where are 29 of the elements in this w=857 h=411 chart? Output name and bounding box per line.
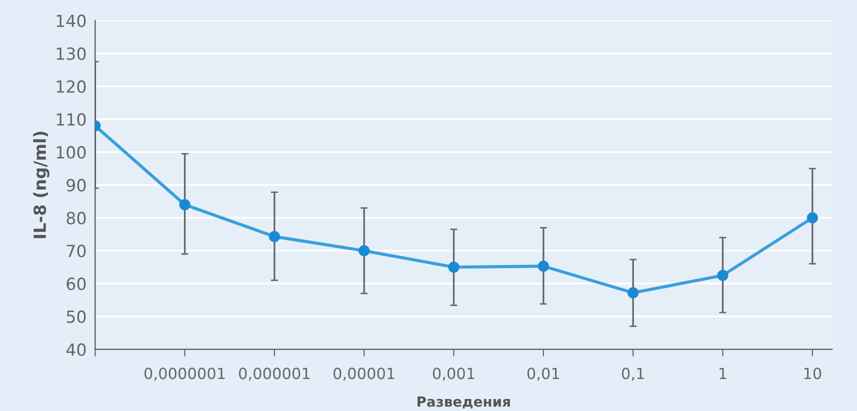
y-tick-label: 140 — [56, 14, 86, 28]
point — [179, 199, 190, 210]
x-tick-label: 0,0000001 — [144, 368, 225, 381]
y-tick-label: 60 — [66, 278, 86, 290]
point — [806, 212, 818, 224]
y-tick-label: 110 — [56, 113, 86, 126]
y-tick-label: 130 — [56, 47, 86, 60]
x-tick-label: 0,1 — [622, 368, 644, 381]
point — [448, 262, 460, 273]
x-tick-label: 0,00001 — [334, 368, 394, 381]
y-tick-label: 80 — [66, 212, 86, 224]
x-tick-label: 1 — [720, 368, 726, 380]
point — [628, 287, 639, 298]
y-tick-label: 120 — [56, 80, 86, 93]
x-tick-label: 0,000001 — [239, 368, 310, 381]
point — [268, 231, 280, 242]
point — [358, 245, 370, 256]
y-axis-title: IL-8 (ng/ml) — [33, 132, 50, 238]
y-tick-label: 100 — [56, 146, 86, 159]
x-tick-label: 0,001 — [432, 368, 474, 381]
y-tick-label: 50 — [66, 310, 86, 324]
x-tick-label: 10 — [804, 368, 822, 380]
y-tick-label: 40 — [66, 343, 86, 356]
x-tick-label: 0,01 — [527, 368, 560, 381]
x-axis-title: Разведения — [418, 396, 510, 409]
point — [717, 270, 728, 281]
point — [538, 260, 549, 272]
y-tick-label: 90 — [66, 178, 86, 192]
y-tick-label: 70 — [66, 244, 86, 258]
